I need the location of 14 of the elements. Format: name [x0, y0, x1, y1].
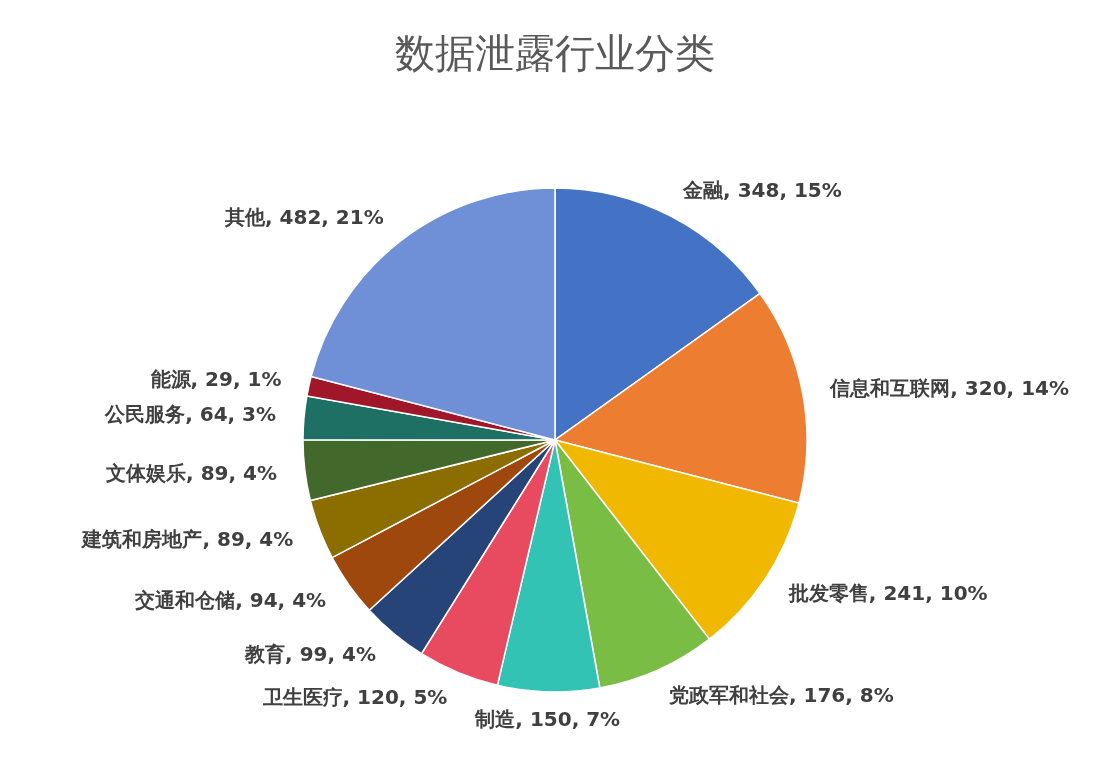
slice-label: 党政军和社会, 176, 8% — [667, 682, 894, 707]
slice-label: 制造, 150, 7% — [474, 706, 621, 731]
slice-label: 金融, 348, 15% — [682, 178, 842, 203]
slice-label: 交通和仓储, 94, 4% — [134, 588, 327, 613]
slice-label: 其他, 482, 21% — [224, 205, 384, 230]
slice-label: 卫生医疗, 120, 5% — [261, 685, 448, 710]
slice-label: 能源, 29, 1% — [150, 367, 282, 392]
slice-label: 教育, 99, 4% — [244, 642, 376, 667]
slice-label: 信息和互联网, 320, 14% — [829, 375, 1070, 400]
slice-label: 公民服务, 64, 3% — [104, 402, 277, 427]
chart-title: 数据泄露行业分类 — [394, 30, 715, 76]
slice-label: 批发零售, 241, 10% — [787, 580, 988, 605]
slice-label: 建筑和房地产, 89, 4% — [80, 526, 294, 551]
slice-label: 文体娱乐, 89, 4% — [105, 460, 278, 485]
